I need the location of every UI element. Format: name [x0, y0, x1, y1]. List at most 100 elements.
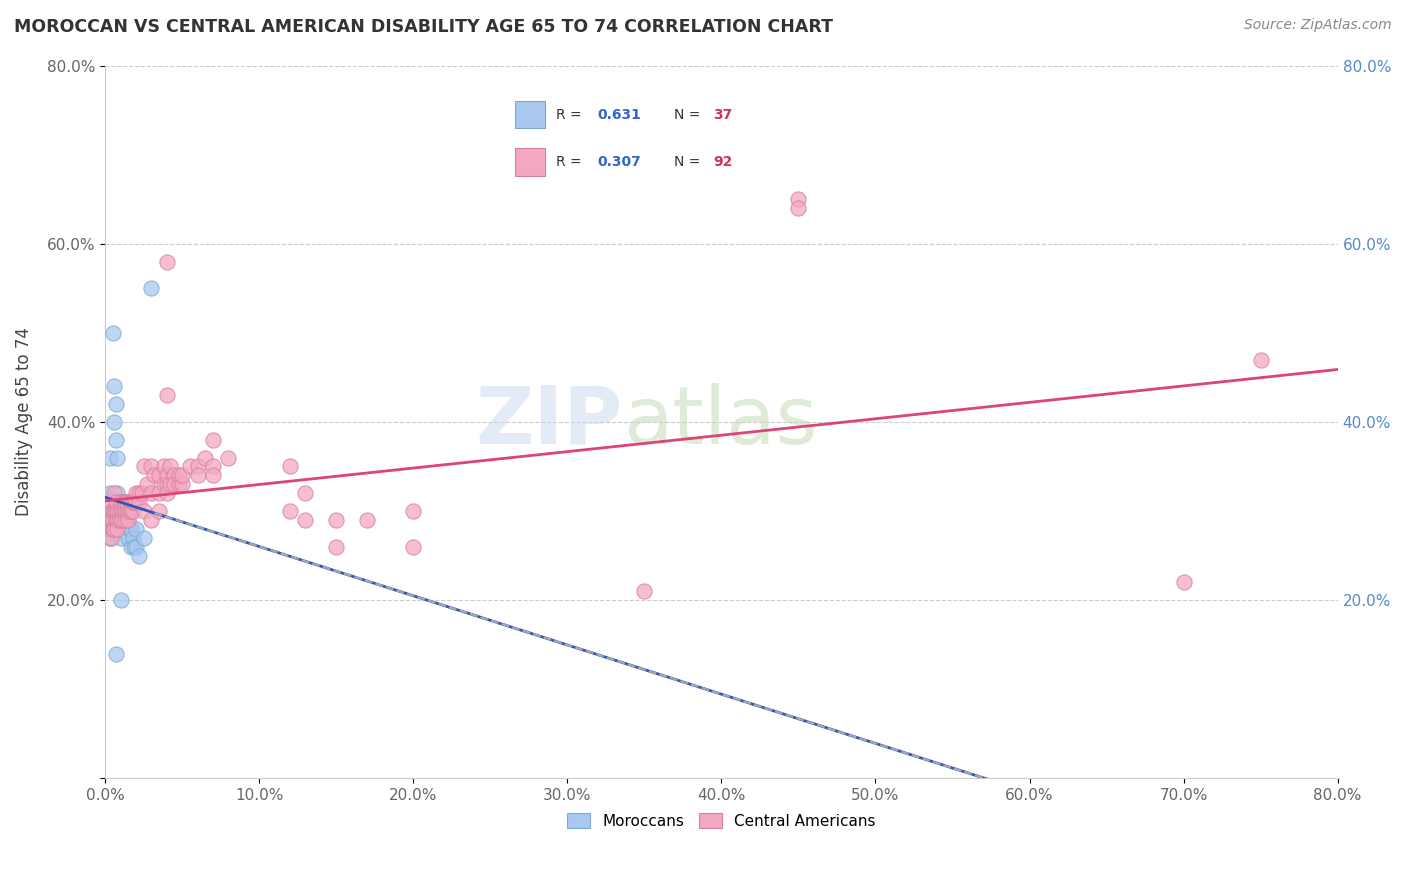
Point	[110, 593, 132, 607]
Point	[107, 504, 129, 518]
Point	[104, 495, 127, 509]
Text: atlas: atlas	[623, 383, 817, 461]
Point	[156, 486, 179, 500]
Point	[114, 513, 136, 527]
Point	[107, 522, 129, 536]
Point	[120, 522, 142, 536]
Point	[117, 513, 139, 527]
Point	[172, 477, 194, 491]
Text: R =: R =	[557, 155, 586, 169]
Point	[98, 486, 121, 500]
FancyBboxPatch shape	[515, 148, 544, 176]
Point	[194, 450, 217, 465]
Point	[103, 415, 125, 429]
Point	[107, 486, 129, 500]
Point	[121, 504, 143, 518]
Point	[107, 513, 129, 527]
Point	[98, 522, 121, 536]
Point	[141, 281, 163, 295]
Text: ZIP: ZIP	[475, 383, 623, 461]
Point	[114, 495, 136, 509]
Text: N =: N =	[675, 155, 706, 169]
Point	[156, 477, 179, 491]
Point	[141, 459, 163, 474]
Point	[118, 495, 141, 509]
Point	[115, 495, 138, 509]
Point	[101, 504, 124, 518]
Point	[120, 540, 142, 554]
Point	[143, 468, 166, 483]
Point	[110, 504, 132, 518]
Point	[107, 450, 129, 465]
Point	[98, 522, 121, 536]
Point	[187, 468, 209, 483]
Point	[217, 450, 239, 465]
Point	[148, 504, 170, 518]
Point	[110, 531, 132, 545]
Point	[117, 513, 139, 527]
Point	[101, 513, 124, 527]
Point	[111, 513, 134, 527]
Point	[100, 513, 122, 527]
Point	[114, 504, 136, 518]
Point	[118, 504, 141, 518]
Point	[101, 326, 124, 340]
Point	[125, 522, 148, 536]
Point	[167, 468, 190, 483]
Point	[325, 513, 347, 527]
Point	[278, 504, 301, 518]
Point	[114, 504, 136, 518]
Point	[98, 450, 121, 465]
Point	[103, 504, 125, 518]
Point	[115, 504, 138, 518]
Point	[128, 495, 150, 509]
Point	[104, 504, 127, 518]
Point	[201, 468, 224, 483]
Text: 0.631: 0.631	[598, 108, 641, 121]
Point	[141, 513, 163, 527]
Point	[278, 459, 301, 474]
Point	[156, 254, 179, 268]
Point	[132, 459, 155, 474]
Point	[125, 486, 148, 500]
Point	[120, 495, 142, 509]
Point	[100, 531, 122, 545]
Point	[179, 459, 201, 474]
Point	[97, 522, 120, 536]
Point	[294, 513, 316, 527]
Point	[111, 504, 134, 518]
Point	[787, 201, 810, 215]
Point	[120, 504, 142, 518]
Point	[135, 477, 157, 491]
Text: Source: ZipAtlas.com: Source: ZipAtlas.com	[1244, 18, 1392, 32]
Point	[117, 504, 139, 518]
Point	[159, 477, 181, 491]
Text: 37: 37	[713, 108, 733, 121]
Point	[108, 504, 131, 518]
Point	[118, 522, 141, 536]
Point	[152, 459, 174, 474]
Point	[141, 486, 163, 500]
Point	[100, 495, 122, 509]
Point	[172, 468, 194, 483]
Point	[110, 513, 132, 527]
Point	[108, 513, 131, 527]
Point	[201, 459, 224, 474]
Point	[125, 540, 148, 554]
Point	[787, 192, 810, 206]
Point	[125, 495, 148, 509]
Point	[163, 477, 186, 491]
Point	[132, 531, 155, 545]
Point	[1250, 352, 1272, 367]
Point	[110, 513, 132, 527]
Point	[112, 495, 135, 509]
Point	[294, 486, 316, 500]
Point	[103, 379, 125, 393]
Point	[124, 495, 146, 509]
Point	[101, 522, 124, 536]
Point	[201, 433, 224, 447]
Point	[152, 477, 174, 491]
Point	[159, 459, 181, 474]
Point	[112, 513, 135, 527]
Point	[111, 504, 134, 518]
